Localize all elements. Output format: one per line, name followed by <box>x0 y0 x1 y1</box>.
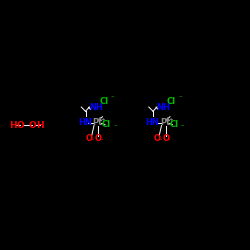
Text: Pt: Pt <box>160 118 170 127</box>
Text: 4+: 4+ <box>166 117 174 122</box>
Text: O: O <box>16 120 24 130</box>
Text: ⁻: ⁻ <box>113 124 117 130</box>
Text: O: O <box>28 120 36 130</box>
Text: ⁻: ⁻ <box>110 95 114 101</box>
Text: Cl: Cl <box>99 98 108 106</box>
Text: Pt: Pt <box>92 118 103 127</box>
Text: ⁻: ⁻ <box>180 124 184 130</box>
Text: Cl: Cl <box>169 120 178 129</box>
Text: ⁻: ⁻ <box>90 138 94 144</box>
Text: O: O <box>154 134 160 143</box>
Text: H: H <box>9 120 16 130</box>
Text: ⁻: ⁻ <box>167 138 170 144</box>
Text: 4+: 4+ <box>98 117 106 122</box>
Text: H: H <box>95 103 102 112</box>
Text: N: N <box>89 103 96 112</box>
Text: ⁻: ⁻ <box>100 138 103 144</box>
Text: Cl: Cl <box>102 120 111 129</box>
Text: ⁻: ⁻ <box>158 138 162 144</box>
Text: Cl: Cl <box>167 98 176 106</box>
Text: O: O <box>86 134 93 143</box>
Text: HN: HN <box>146 118 160 127</box>
Text: HN: HN <box>78 118 92 127</box>
Text: ⁻: ⁻ <box>178 95 182 101</box>
Text: N: N <box>156 103 164 112</box>
Text: O: O <box>95 134 102 143</box>
Text: O: O <box>162 134 169 143</box>
Text: H: H <box>36 120 44 130</box>
Text: H: H <box>162 103 170 112</box>
